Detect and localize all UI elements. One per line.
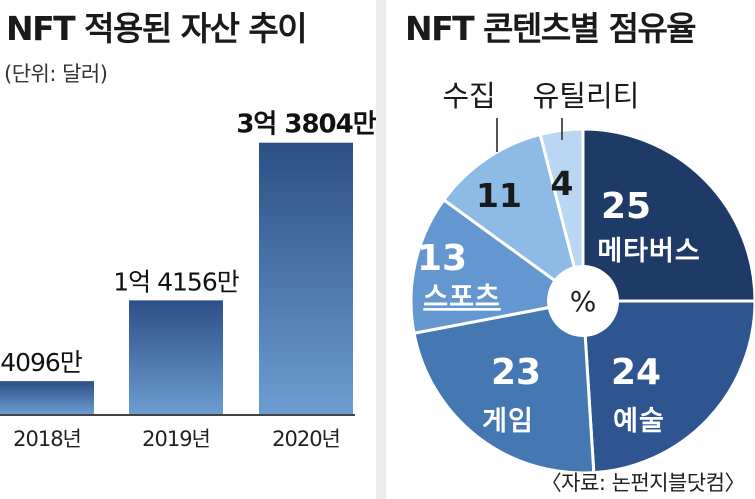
x-tick-label: 2018년 — [13, 427, 81, 451]
slice-name-label: 예술 — [613, 406, 665, 437]
x-tick-label: 2019년 — [142, 427, 210, 451]
bar-value-label: 3억 3804만 — [236, 110, 376, 140]
slice-name-label: 스포츠 — [423, 282, 501, 313]
x-axis-line — [0, 414, 355, 416]
source-note: 〈자료: 논펀지블닷컴〉 — [540, 471, 746, 495]
pie-slice-2 — [581, 299, 755, 475]
bar-3 — [259, 142, 353, 415]
pie-slice-1 — [581, 127, 755, 303]
pie-center-hole — [547, 265, 619, 337]
slice-value-label: 23 — [491, 352, 541, 393]
slice-name-label: 유틸리티 — [533, 79, 640, 113]
slice-name-label: 수집 — [442, 79, 495, 113]
panel-divider — [376, 0, 386, 499]
pie-slice-5 — [441, 132, 586, 305]
pie-chart-title: NFT 콘텐츠별 점유율 — [405, 9, 697, 48]
pie-slice-3 — [412, 299, 596, 475]
slice-name-label: 메타버스 — [597, 236, 700, 267]
slice-value-label: 25 — [601, 186, 651, 227]
x-tick-label: 2020년 — [272, 427, 340, 451]
slice-value-label: 11 — [476, 176, 522, 215]
bar-value-label: 4096만 — [0, 348, 83, 377]
bar-chart: 4096만 2018년 1억 4156만 2019년 3억 3804만 2020년 — [0, 110, 376, 451]
bar-value-label: 1억 4156만 — [113, 267, 239, 296]
pie-slice-4 — [409, 197, 587, 335]
slice-value-label: 4 — [551, 164, 574, 203]
pie-center-label: % — [570, 285, 597, 318]
bar-2 — [129, 300, 223, 414]
slice-name-label: 게임 — [482, 406, 534, 437]
unit-label: (단위: 달러) — [4, 62, 108, 86]
slice-value-label: 24 — [611, 352, 661, 393]
bar-chart-title: NFT 적용된 자산 추이 — [6, 9, 308, 48]
slice-value-label: 13 — [417, 238, 467, 279]
bar-1 — [0, 381, 94, 414]
